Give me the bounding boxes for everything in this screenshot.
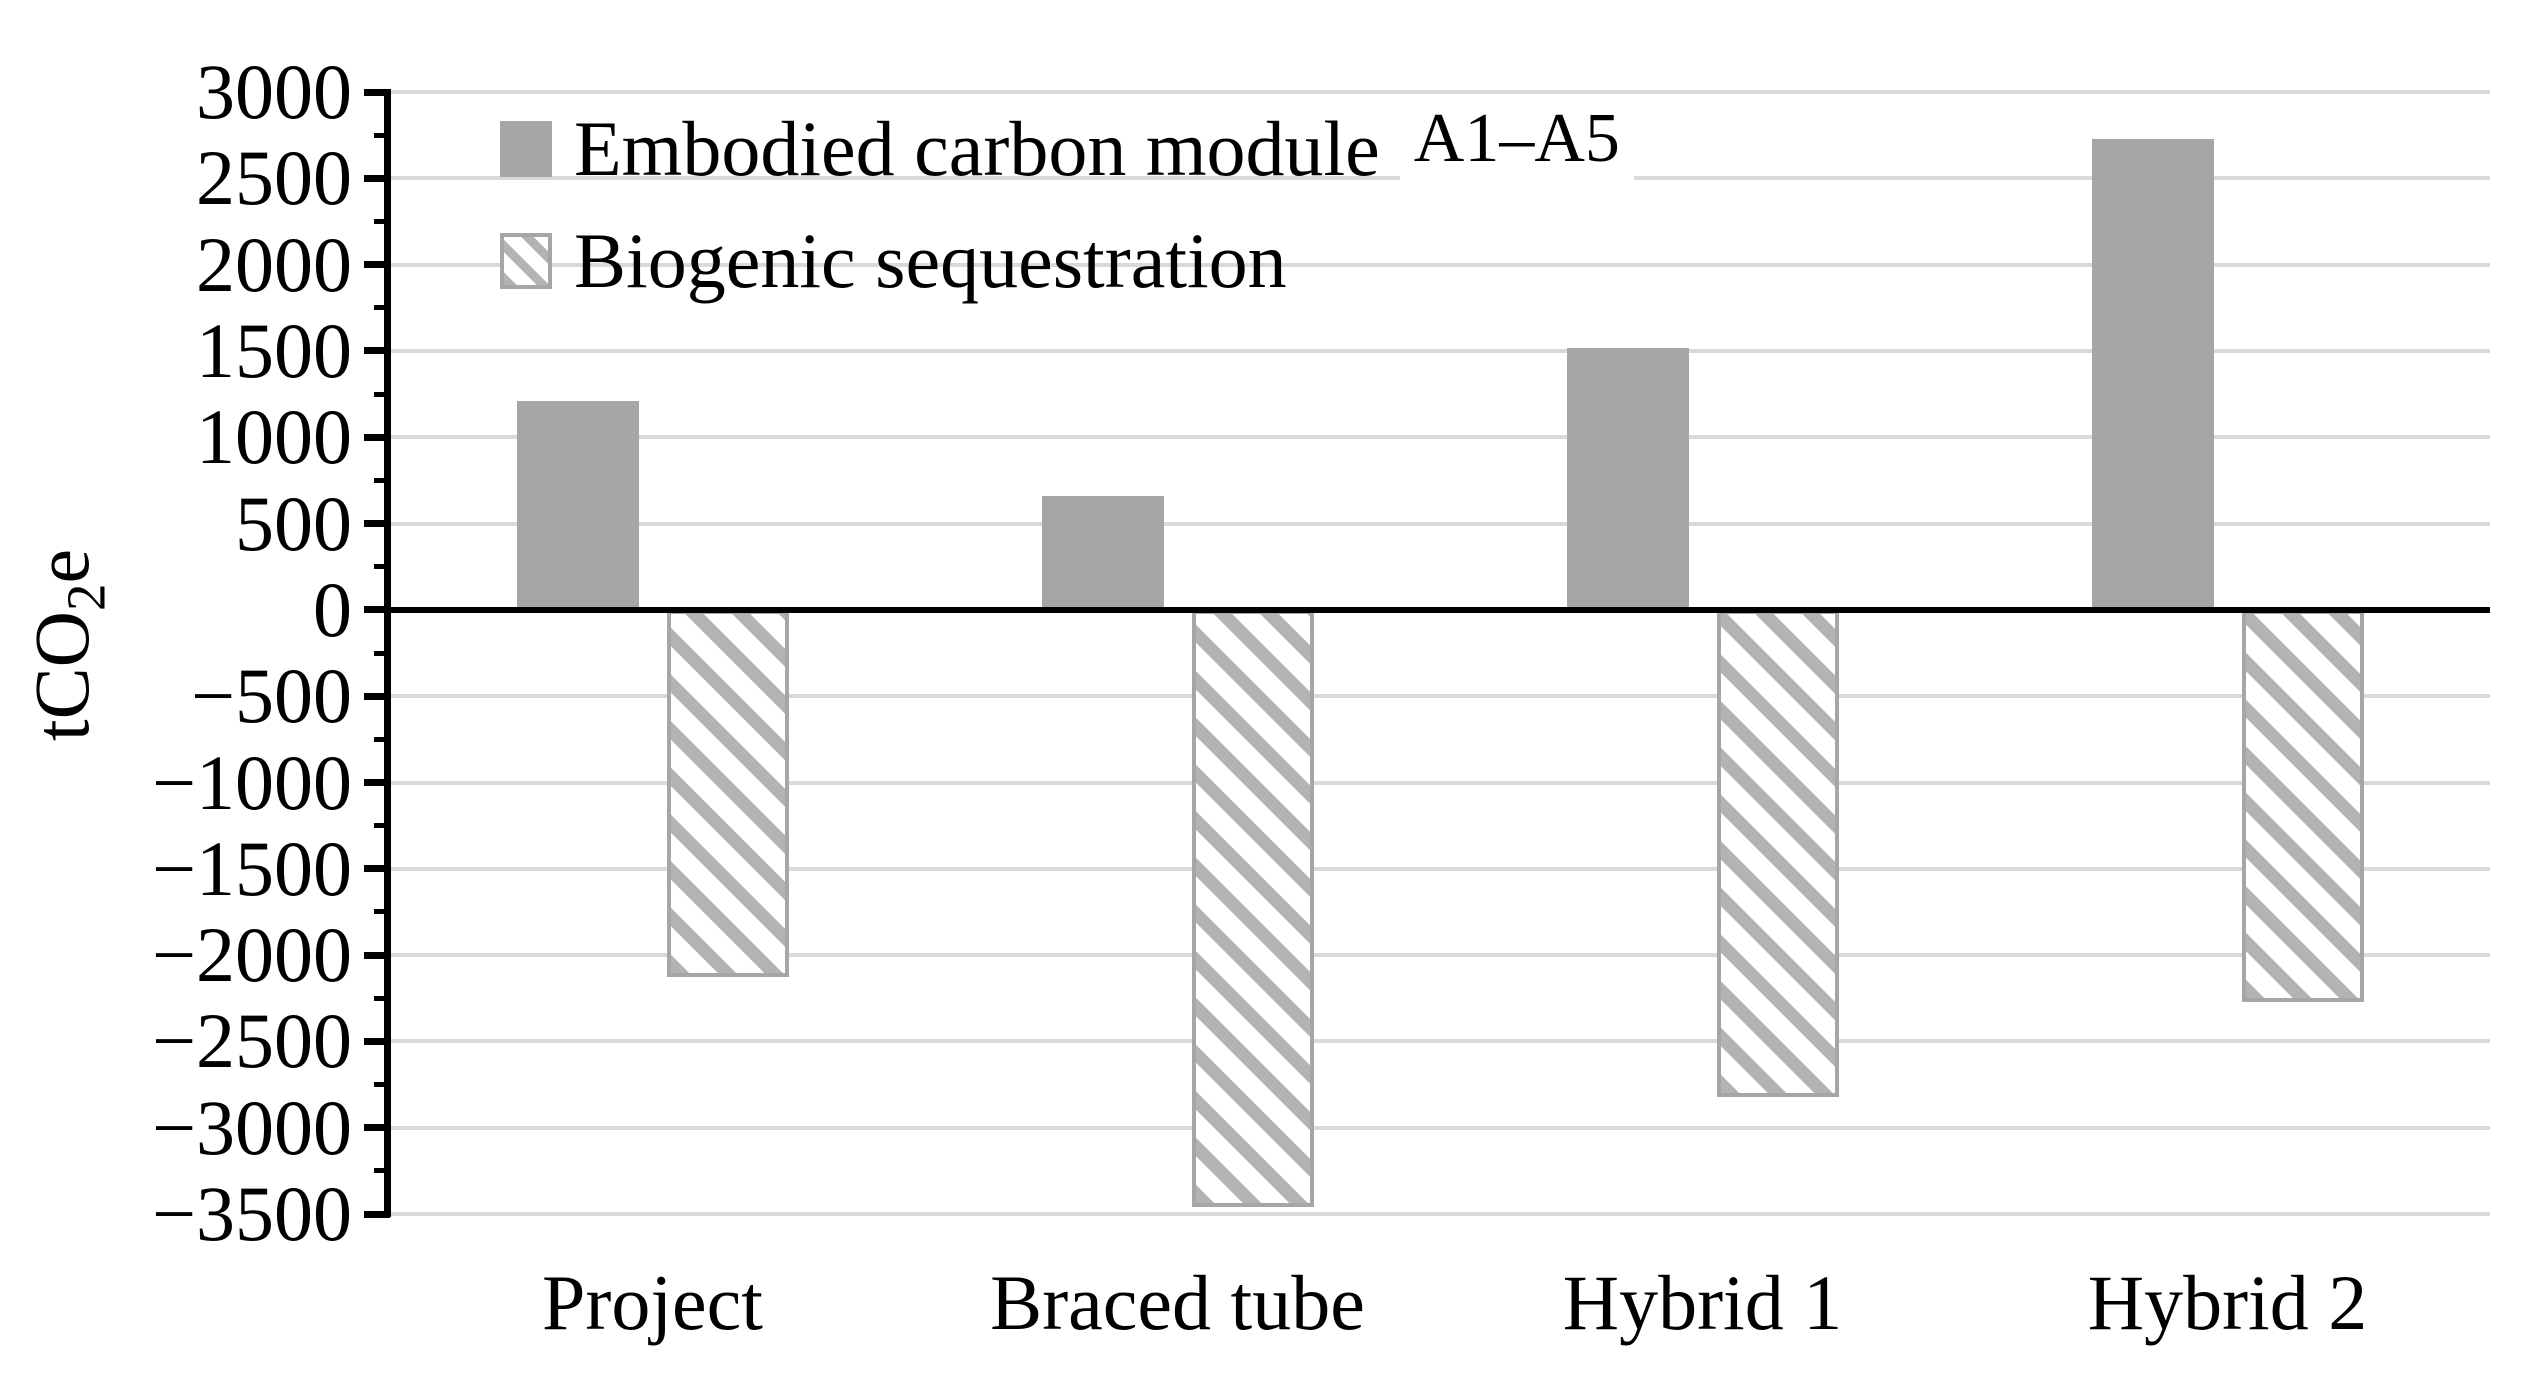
y-minor-tick--750 — [374, 736, 390, 742]
y-major-tick-1500 — [364, 347, 390, 355]
legend-item-embodied-carbon: Embodied carbon module A1–A5 — [500, 97, 1634, 192]
y-minor-tick-750 — [374, 477, 390, 483]
y-minor-tick--2750 — [374, 1082, 390, 1087]
legend-label-embodied-carbon: Embodied carbon module — [574, 105, 1380, 192]
gridline--1500 — [390, 866, 2490, 871]
bar-biogenic-hybrid-1 — [1716, 609, 1839, 1097]
y-tick-label--500: −500 — [191, 652, 352, 740]
x-tick-label-project: Project — [542, 1259, 763, 1346]
bar-biogenic-project — [666, 609, 789, 978]
x-tick-label-braced-tube: Braced tube — [990, 1259, 1365, 1346]
gridline-3000 — [390, 90, 2490, 94]
y-major-tick-0 — [364, 606, 390, 614]
legend-label-biogenic-sequestration: Biogenic sequestration — [574, 217, 1287, 304]
y-tick-label-1500: 1500 — [196, 306, 352, 394]
x-tick-label-hybrid-2: Hybrid 2 — [2087, 1259, 2368, 1346]
bar-embodied-project — [516, 401, 639, 610]
gridline--2000 — [390, 953, 2490, 958]
y-major-tick-2000 — [364, 261, 390, 269]
y-major-tick--3000 — [364, 1124, 390, 1132]
bar-biogenic-hybrid-2 — [2241, 609, 2364, 1002]
y-tick-label-500: 500 — [235, 479, 352, 567]
y-minor-tick-2750 — [374, 132, 390, 138]
legend-label-module-range: A1–A5 — [1399, 97, 1634, 181]
y-major-tick--2000 — [364, 951, 390, 959]
gridline-500 — [390, 521, 2490, 526]
gridline-2000 — [390, 262, 2490, 267]
y-tick-label--1500: −1500 — [152, 824, 352, 912]
y-major-tick-3000 — [364, 88, 390, 96]
y-major-tick--2500 — [364, 1037, 390, 1045]
bar-biogenic-braced-tube — [1191, 609, 1314, 1207]
y-tick-label-3000: 3000 — [196, 48, 352, 135]
gridline-1500 — [390, 348, 2490, 353]
bar-embodied-hybrid-2 — [2091, 138, 2214, 610]
y-minor-tick-2250 — [374, 219, 390, 224]
y-major-tick-500 — [364, 520, 390, 527]
y-tick-label-0: 0 — [313, 565, 352, 653]
y-minor-tick--1250 — [374, 823, 390, 829]
y-tick-label--2000: −2000 — [152, 911, 352, 999]
solid-gray-swatch-icon — [500, 121, 552, 177]
x-tick-label-hybrid-1: Hybrid 1 — [1562, 1259, 1843, 1346]
gridline--1000 — [390, 780, 2490, 785]
gridline--500 — [390, 694, 2490, 699]
gridline-1000 — [390, 435, 2490, 440]
y-major-tick--1500 — [364, 865, 390, 873]
y-tick-label--3500: −3500 — [152, 1170, 352, 1257]
y-tick-label-1000: 1000 — [196, 393, 352, 481]
x-axis-zero-line — [390, 606, 2490, 613]
y-tick-label--1000: −1000 — [152, 738, 352, 826]
gridline--2500 — [390, 1039, 2490, 1044]
gridline--3500 — [390, 1212, 2490, 1216]
legend: Embodied carbon module A1–A5 Biogenic se… — [500, 97, 1634, 304]
y-major-tick--3500 — [364, 1210, 390, 1218]
y-minor-tick-1250 — [374, 391, 390, 397]
bar-embodied-hybrid-1 — [1566, 347, 1689, 610]
y-major-tick--1000 — [364, 779, 390, 786]
diagonal-hatch-swatch-icon — [500, 233, 552, 289]
y-minor-tick--1750 — [374, 909, 390, 915]
legend-item-biogenic-sequestration: Biogenic sequestration — [500, 218, 1634, 304]
y-major-tick-2500 — [364, 174, 390, 182]
y-minor-tick-250 — [374, 564, 390, 570]
y-minor-tick-1750 — [374, 305, 390, 311]
y-tick-label--2500: −2500 — [152, 997, 352, 1085]
bar-embodied-braced-tube — [1041, 495, 1164, 610]
y-tick-label-2000: 2000 — [196, 220, 352, 308]
gridline--3000 — [390, 1125, 2490, 1130]
y-major-tick--500 — [364, 692, 390, 700]
y-tick-label--3000: −3000 — [152, 1083, 352, 1171]
y-tick-label-2500: 2500 — [196, 134, 352, 222]
y-minor-tick--2250 — [374, 995, 390, 1001]
y-minor-tick--250 — [374, 650, 390, 656]
y-minor-tick--3250 — [374, 1168, 390, 1174]
y-major-tick-1000 — [364, 433, 390, 441]
